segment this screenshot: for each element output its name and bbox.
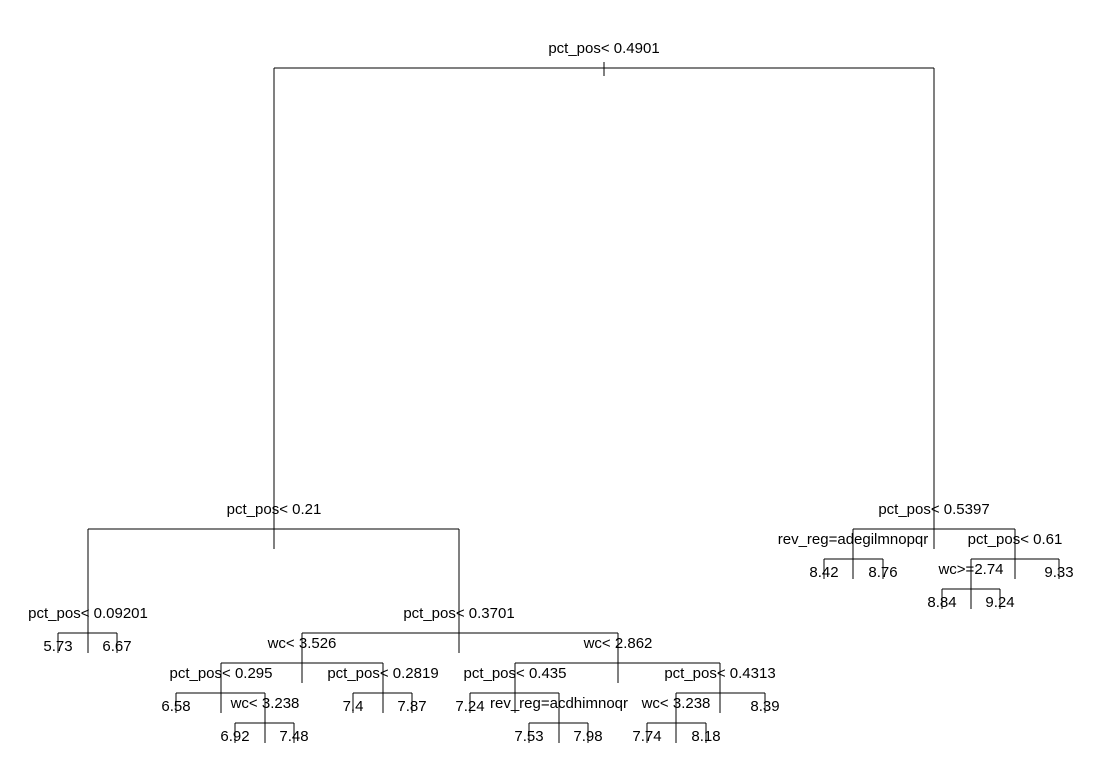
split-label-root-left-right-right-right-left: wc< 3.238 <box>641 695 711 712</box>
split-label-root-right-right: pct_pos< 0.61 <box>968 531 1063 548</box>
leaf-value-root-right-left-left: 8.42 <box>809 564 838 581</box>
tree-edges <box>57 62 1060 743</box>
leaf-value-root-left-right-right-left-right-left: 7.53 <box>514 728 543 745</box>
leaf-value-root-left-right-left-right-right: 7.87 <box>397 698 426 715</box>
split-label-root-left: pct_pos< 0.21 <box>227 501 322 518</box>
leaf-value-root-right-right-left-left: 8.84 <box>927 594 956 611</box>
split-label-root: pct_pos< 0.4901 <box>548 40 659 57</box>
leaf-value-root-left-left-right: 6.67 <box>102 638 131 655</box>
tree-labels: pct_pos< 0.4901 pct_pos< 0.21 pct_pos< 0.0… <box>28 40 1073 745</box>
leaf-value-root-right-left-right: 8.76 <box>868 564 897 581</box>
leaf-value-root-left-right-left-right-left: 7.4 <box>343 698 364 715</box>
leaf-value-root-left-right-right-right-left-right: 8.18 <box>691 728 720 745</box>
leaf-value-root-left-right-left-left-right-left: 6.92 <box>220 728 249 745</box>
split-label-root-left-right-right: wc< 2.862 <box>583 635 653 652</box>
leaf-value-root-left-right-right-right-right: 8.39 <box>750 698 779 715</box>
split-label-root-left-right-right-right: pct_pos< 0.4313 <box>664 665 775 682</box>
split-label-root-left-right-right-left-right: rev_reg=acdhimnoqr <box>490 695 628 712</box>
leaf-value-root-left-right-left-left-left: 6.58 <box>161 698 190 715</box>
leaf-value-root-left-left-left: 5.73 <box>43 638 72 655</box>
split-label-root-right: pct_pos< 0.5397 <box>878 501 989 518</box>
split-label-root-left-right-left: wc< 3.526 <box>267 635 337 652</box>
leaf-value-root-left-right-right-left-left: 7.24 <box>455 698 484 715</box>
split-label-root-left-right-left-left: pct_pos< 0.295 <box>169 665 272 682</box>
split-label-root-left-right-left-left-right: wc< 3.238 <box>230 695 300 712</box>
leaf-value-root-left-right-left-left-right-right: 7.48 <box>279 728 308 745</box>
split-label-root-left-left: pct_pos< 0.09201 <box>28 605 148 622</box>
leaf-value-root-left-right-right-left-right-right: 7.98 <box>573 728 602 745</box>
split-label-root-right-right-left: wc>=2.74 <box>937 561 1003 578</box>
leaf-value-root-right-right-left-right: 9.24 <box>985 594 1014 611</box>
split-label-root-left-right-right-left: pct_pos< 0.435 <box>463 665 566 682</box>
leaf-value-root-left-right-right-right-left-left: 7.74 <box>632 728 661 745</box>
split-label-root-left-right: pct_pos< 0.3701 <box>403 605 514 622</box>
leaf-value-root-right-right-right: 9.33 <box>1044 564 1073 581</box>
split-label-root-right-left: rev_reg=adegilmnopqr <box>778 531 929 548</box>
split-label-root-left-right-left-right: pct_pos< 0.2819 <box>327 665 438 682</box>
